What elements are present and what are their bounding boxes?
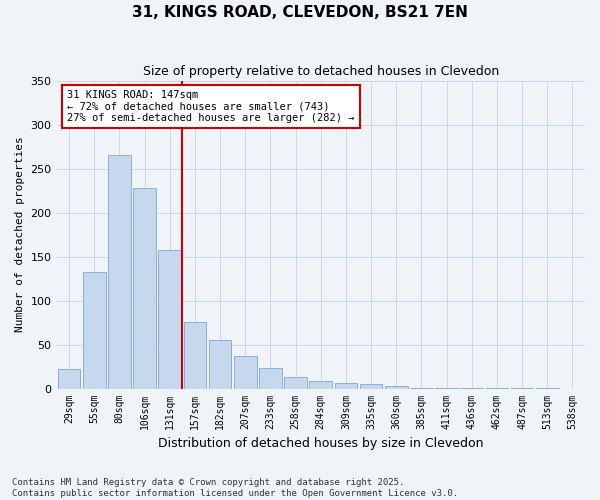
Bar xyxy=(259,368,282,388)
Text: Contains HM Land Registry data © Crown copyright and database right 2025.
Contai: Contains HM Land Registry data © Crown c… xyxy=(12,478,458,498)
Bar xyxy=(360,384,382,388)
Bar xyxy=(234,356,257,388)
Y-axis label: Number of detached properties: Number of detached properties xyxy=(15,136,25,332)
Bar xyxy=(158,250,181,388)
Bar xyxy=(58,369,80,388)
Bar xyxy=(83,272,106,388)
X-axis label: Distribution of detached houses by size in Clevedon: Distribution of detached houses by size … xyxy=(158,437,484,450)
Bar xyxy=(133,188,156,388)
Bar xyxy=(108,156,131,388)
Title: Size of property relative to detached houses in Clevedon: Size of property relative to detached ho… xyxy=(143,65,499,78)
Bar xyxy=(335,384,357,388)
Bar xyxy=(184,322,206,388)
Text: 31 KINGS ROAD: 147sqm
← 72% of detached houses are smaller (743)
27% of semi-det: 31 KINGS ROAD: 147sqm ← 72% of detached … xyxy=(67,90,355,123)
Bar xyxy=(310,380,332,388)
Text: 31, KINGS ROAD, CLEVEDON, BS21 7EN: 31, KINGS ROAD, CLEVEDON, BS21 7EN xyxy=(132,5,468,20)
Bar xyxy=(385,386,407,388)
Bar xyxy=(284,377,307,388)
Bar xyxy=(209,340,232,388)
